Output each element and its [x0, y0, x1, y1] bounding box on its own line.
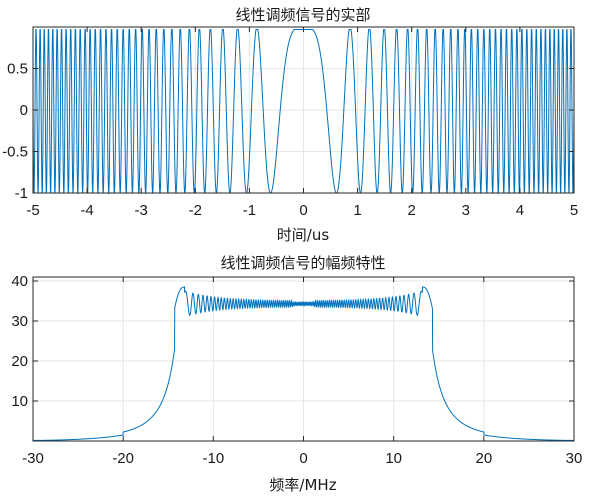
x-tick-label: -2	[189, 202, 202, 219]
y-tick-label: -1	[15, 185, 28, 202]
x-tick-label: 0	[299, 202, 307, 219]
x-tick-label: 5	[570, 202, 578, 219]
x-tick-label: -5	[26, 202, 39, 219]
y-tick-label: 10	[11, 393, 28, 410]
y-tick-label: 0	[20, 102, 28, 119]
y-tick-label: 0.5	[7, 61, 28, 78]
x-tick-label: -30	[22, 450, 44, 467]
top-xlabel: 时间/us	[277, 226, 330, 244]
x-tick-label: 30	[566, 450, 583, 467]
bottom-xlabel: 频率/MHz	[269, 476, 336, 494]
x-tick-label: 3	[462, 202, 470, 219]
time-domain-plot: 线性调频信号的实部 -5 -4 -3 -2 -1 0 1 2 3 4 5 -1 -0.5 0 0.5 时间/…	[2, 6, 578, 244]
top-grid	[32, 27, 575, 194]
spectrum-plot: 线性调频信号的幅频特性 -30 -20 -10 0 10 20 30 10 20 30 40 频率/…	[11, 254, 582, 494]
bottom-spectrum-line	[33, 286, 574, 441]
y-tick-label: 20	[11, 353, 28, 370]
x-tick-label: 1	[353, 202, 361, 219]
x-tick-label: -20	[112, 450, 134, 467]
x-tick-label: -1	[243, 202, 256, 219]
y-tick-label: -0.5	[2, 144, 28, 161]
bottom-grid	[32, 277, 575, 441]
x-tick-label: 2	[408, 202, 416, 219]
x-tick-label: 10	[385, 450, 402, 467]
x-tick-label: -3	[135, 202, 148, 219]
x-tick-label: -10	[202, 450, 224, 467]
top-ticks: -5 -4 -3 -2 -1 0 1 2 3 4 5 -1 -0.5 0 0.5	[2, 27, 578, 219]
top-chart-title: 线性调频信号的实部	[235, 6, 370, 24]
x-tick-label: 0	[299, 450, 307, 467]
x-tick-label: 20	[475, 450, 492, 467]
x-tick-label: -4	[80, 202, 93, 219]
y-tick-label: 40	[11, 273, 28, 290]
x-tick-label: 4	[516, 202, 524, 219]
bottom-ticks: -30 -20 -10 0 10 20 30 10 20 30 40	[11, 273, 582, 467]
y-tick-label: 30	[11, 313, 28, 330]
bottom-chart-title: 线性调频信号的幅频特性	[220, 254, 385, 272]
